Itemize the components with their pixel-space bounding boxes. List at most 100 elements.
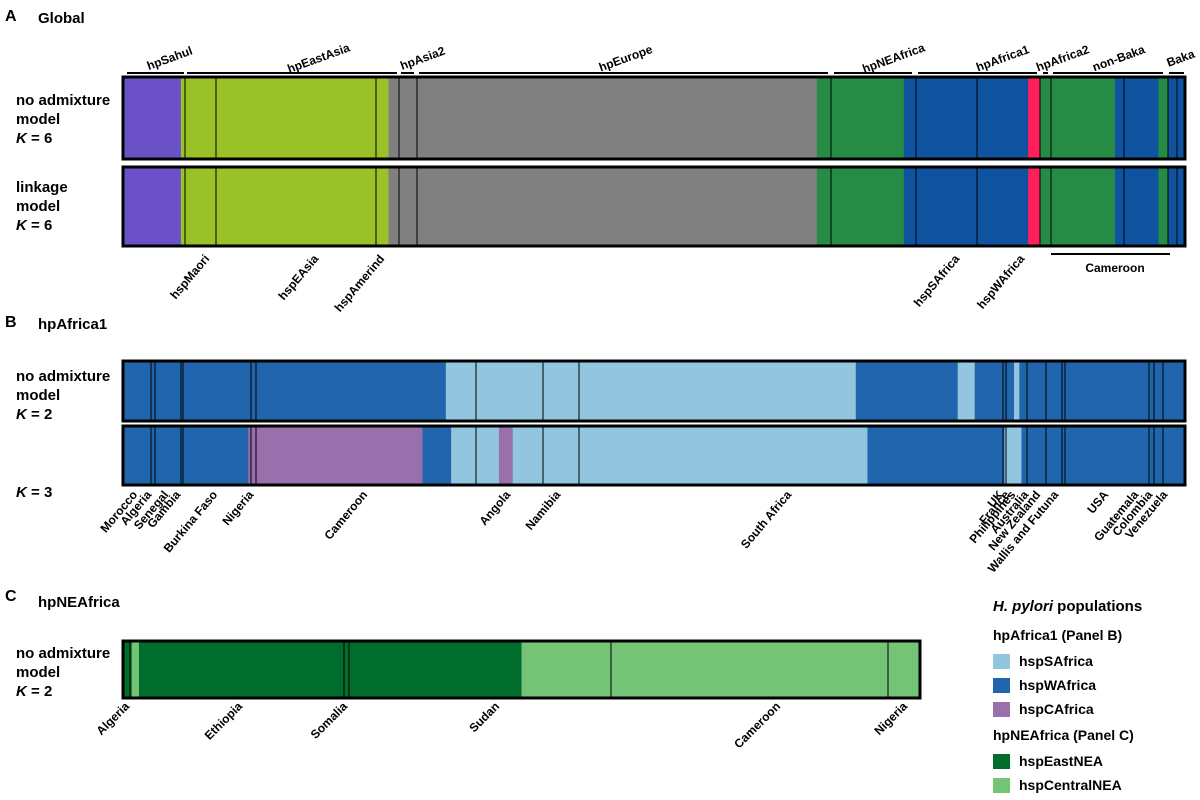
bar-segment bbox=[1019, 361, 1186, 421]
legend-item-hspwafrica: hspWAfrica bbox=[993, 673, 1193, 697]
bar-segment bbox=[123, 426, 249, 485]
subpop-label: hspSAfrica bbox=[911, 252, 963, 310]
bar-segment bbox=[521, 641, 921, 698]
subpop-label: hspMaori bbox=[167, 252, 212, 302]
row-label: model bbox=[16, 387, 60, 404]
panel-title: hpNEAfrica bbox=[38, 594, 120, 611]
bar-segment bbox=[1115, 167, 1160, 246]
row-label: K = 3 bbox=[16, 484, 52, 501]
row-label: linkage bbox=[16, 179, 68, 196]
row-label: K = 6 bbox=[16, 130, 52, 147]
row-label: model bbox=[16, 198, 60, 215]
country-label: Somalia bbox=[308, 699, 351, 742]
group-label: hpEurope bbox=[597, 42, 655, 74]
bar-segment bbox=[903, 167, 1029, 246]
country-label: Nigeria bbox=[219, 488, 256, 528]
admixture-bar-b2-frame bbox=[121, 424, 1187, 487]
bar-segment bbox=[957, 361, 976, 421]
legend-swatch bbox=[993, 753, 1010, 769]
subpop-label: hspWAfrica bbox=[974, 252, 1027, 312]
bar-segment bbox=[867, 426, 1006, 485]
row-label: model bbox=[16, 664, 60, 681]
subpop-label: hspAmerind bbox=[332, 252, 388, 315]
country-label: Ethiopia bbox=[202, 699, 246, 743]
legend-swatch bbox=[993, 777, 1010, 793]
group-label: hpAfrica1 bbox=[974, 42, 1031, 74]
admixture-bar-a1-frame bbox=[121, 75, 1187, 161]
country-label: Sudan bbox=[466, 699, 502, 735]
admixture-bar-b1-frame bbox=[121, 359, 1187, 423]
legend-swatch bbox=[993, 677, 1010, 693]
bar-segment bbox=[123, 361, 447, 421]
group-label: hpSahul bbox=[145, 44, 194, 73]
bar-segment bbox=[1158, 167, 1169, 246]
bar-segment bbox=[1028, 167, 1041, 246]
panel-title: hpAfrica1 bbox=[38, 316, 107, 333]
bar-segment bbox=[422, 426, 452, 485]
bar-segment bbox=[816, 77, 905, 159]
bar-segment bbox=[388, 77, 818, 159]
country-label: Angola bbox=[476, 488, 513, 528]
bar-segment bbox=[1028, 77, 1041, 159]
legend-title: H. pylori populations bbox=[993, 598, 1143, 615]
legend-item-hspcentralnea: hspCentralNEA bbox=[993, 773, 1193, 797]
country-label: South Africa bbox=[738, 488, 795, 552]
panel-title: Global bbox=[38, 10, 85, 27]
group-label: Baka bbox=[1165, 47, 1197, 70]
legend-group-title: hpAfrica1 (Panel B) bbox=[993, 627, 1123, 643]
legend-item-hspsafrica: hspSAfrica bbox=[993, 649, 1193, 673]
bar-segment bbox=[248, 426, 424, 485]
legend-group-b: hpAfrica1 (Panel B) hspSAfrica hspWAfric… bbox=[993, 627, 1193, 721]
country-label: Nigeria bbox=[871, 699, 910, 738]
group-label: hpAfrica2 bbox=[1034, 42, 1091, 74]
bar-segment bbox=[816, 167, 905, 246]
bar-segment bbox=[123, 167, 182, 246]
row-label: K = 2 bbox=[16, 406, 52, 423]
row-label: no admixture bbox=[16, 92, 110, 109]
legend: H. pylori populations hpAfrica1 (Panel B… bbox=[993, 598, 1193, 797]
bar-segment bbox=[180, 77, 390, 159]
bar-segment bbox=[903, 77, 1029, 159]
country-label: Cameroon bbox=[321, 488, 370, 542]
group-label: hpNEAfrica bbox=[861, 40, 927, 76]
panel-letter: A bbox=[5, 8, 17, 25]
legend-group-c: hpNEAfrica (Panel C) hspEastNEA hspCentr… bbox=[993, 727, 1193, 797]
panel-letter: B bbox=[5, 314, 17, 331]
bar-segment bbox=[1158, 77, 1169, 159]
legend-swatch bbox=[993, 653, 1010, 669]
panel-letter: C bbox=[5, 588, 17, 605]
row-label: no admixture bbox=[16, 645, 110, 662]
bar-segment bbox=[123, 641, 133, 698]
row-label: K = 6 bbox=[16, 217, 52, 234]
bar-segment bbox=[388, 167, 818, 246]
bar-segment bbox=[498, 426, 514, 485]
bar-segment bbox=[1115, 77, 1160, 159]
row-label: no admixture bbox=[16, 368, 110, 385]
bar-segment bbox=[974, 361, 1015, 421]
subpop-label: hspEAsia bbox=[275, 252, 321, 303]
group-label: hpAsia2 bbox=[398, 44, 447, 73]
bar-segment bbox=[1040, 167, 1116, 246]
bar-segment bbox=[1021, 426, 1186, 485]
bar-segment bbox=[138, 641, 523, 698]
admixture-bar-a2-frame bbox=[121, 165, 1187, 248]
country-label: Namibia bbox=[523, 488, 564, 533]
bar-segment bbox=[131, 641, 140, 698]
bar-segment bbox=[180, 167, 390, 246]
group-label: non-Baka bbox=[1091, 42, 1147, 74]
legend-item-hspeastnea: hspEastNEA bbox=[993, 749, 1193, 773]
bar-segment bbox=[123, 77, 182, 159]
bar-segment bbox=[855, 361, 959, 421]
bar-segment bbox=[445, 361, 857, 421]
bar-segment bbox=[1040, 77, 1116, 159]
group-label: hpEastAsia bbox=[286, 40, 353, 76]
country-label: USA bbox=[1084, 488, 1111, 517]
bar-segment bbox=[451, 426, 500, 485]
admixture-bar-c-frame bbox=[121, 639, 922, 700]
row-label: model bbox=[16, 111, 60, 128]
country-label: Algeria bbox=[93, 699, 132, 738]
country-label: Cameroon bbox=[731, 699, 783, 751]
bar-segment bbox=[1014, 361, 1020, 421]
row-label: K = 2 bbox=[16, 683, 52, 700]
